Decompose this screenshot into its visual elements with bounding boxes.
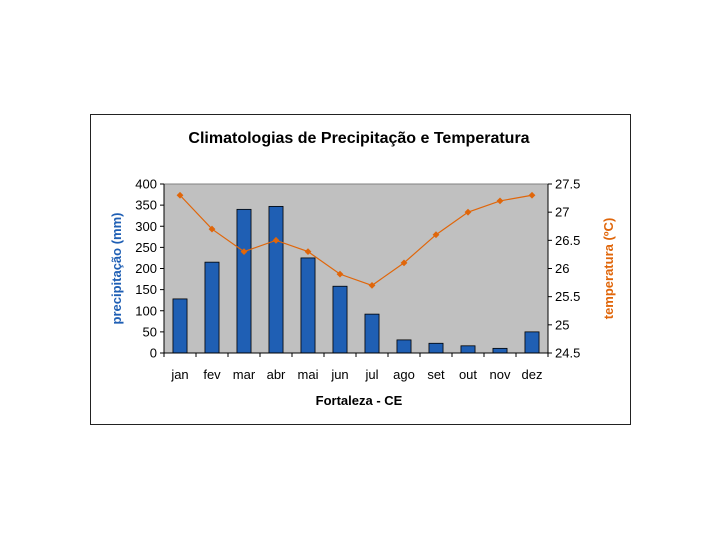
x-tick-label-abr: abr [267,367,286,382]
temperature-point-set [432,231,440,239]
precipitation-bar-nov [492,347,508,354]
temperature-point-nov [496,197,504,205]
precipitation-bar-out [460,345,476,354]
chart-svg: Climatologias de Precipitação e Temperat… [109,130,616,408]
y-left-tick-label: 50 [143,324,157,339]
temperature-line-layer [176,191,536,289]
y-left-tick-label: 0 [150,346,157,361]
chart-title: Climatologias de Precipitação e Temperat… [188,130,529,147]
y-left-tick-label: 100 [135,303,157,318]
y-left-tick-label: 250 [135,240,157,255]
x-tick-label-fev: fev [203,367,221,382]
x-tick-label-set: set [427,367,445,382]
y-left-tick-label: 300 [135,219,157,234]
y-axis-left-label: precipitação (mm) [109,213,124,325]
temperature-point-fev [208,225,216,233]
temperature-line [179,194,533,287]
x-tick-label-jan: jan [170,367,188,382]
precipitation-bar-set [428,342,444,354]
temperature-point-ago [400,259,408,267]
x-tick-label-out: out [459,367,477,382]
precipitation-bar-mai [300,257,316,354]
y-right-tick-label: 26 [555,261,569,276]
precipitation-bar-abr [268,205,284,354]
precipitation-bar-jan [172,298,188,354]
plot-area [163,183,549,354]
y-axis-right-label: temperatura (ºC) [601,218,616,320]
x-tick-label-nov: nov [490,367,511,382]
precipitation-bar-ago [396,339,412,354]
y-right-tick-label: 27 [555,205,569,220]
axes-layer [160,183,552,357]
temperature-point-jan [176,191,184,199]
y-left-tick-label: 350 [135,198,157,213]
temperature-point-jun [336,270,344,278]
precipitation-bar-jun [332,285,348,354]
precipitation-bar-mar [236,208,252,354]
x-tick-label-ago: ago [393,367,415,382]
temperature-point-dez [528,191,536,199]
precipitation-bar-fev [204,261,220,354]
x-tick-label-mar: mar [233,367,256,382]
y-right-tick-label: 24.5 [555,346,580,361]
temperature-point-abr [272,236,280,244]
x-axis-label: Fortaleza - CE [316,393,403,408]
temperature-point-mar [240,248,248,255]
precipitation-bar-jul [364,313,380,354]
x-tick-label-jun: jun [330,367,348,382]
x-tick-label-mai: mai [298,367,319,382]
precipitation-bar-dez [524,331,540,354]
x-tick-label-jul: jul [364,367,378,382]
y-right-tick-label: 26.5 [555,233,580,248]
x-tick-label-dez: dez [522,367,543,382]
y-left-tick-label: 200 [135,261,157,276]
temperature-point-jul [368,282,376,289]
tick-labels-layer: 0 50 100 150 200 250 300 350 400 24.5 25 25.5 26 26.5… [135,177,580,383]
y-right-tick-label: 27.5 [555,177,580,192]
y-right-tick-label: 25 [555,317,569,332]
y-left-tick-label: 150 [135,282,157,297]
temperature-point-out [464,208,472,216]
bars-layer [172,205,540,354]
y-right-tick-label: 25.5 [555,289,580,304]
chart-frame: Climatologias de Precipitação e Temperat… [90,114,631,425]
y-left-tick-label: 400 [135,177,157,192]
